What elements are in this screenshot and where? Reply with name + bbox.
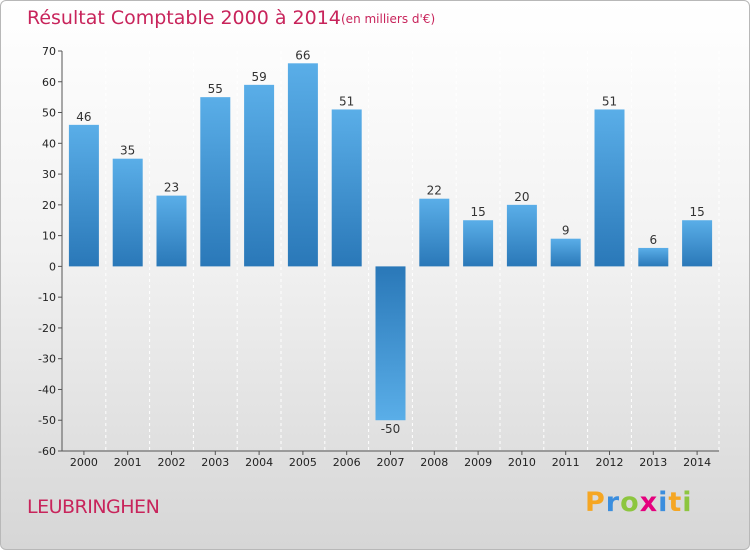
x-tick-label: 2008 xyxy=(420,456,448,469)
x-tick-label: 2002 xyxy=(158,456,186,469)
town-name: LEUBRINGHEN xyxy=(27,496,160,518)
bar-value-label: 51 xyxy=(339,94,354,108)
bar-value-label: 9 xyxy=(562,224,570,238)
y-tick-label: 0 xyxy=(49,260,56,273)
bar-value-label: 20 xyxy=(514,190,529,204)
bar-value-label: 59 xyxy=(251,70,266,84)
y-tick-label: 20 xyxy=(42,199,56,212)
logo-letter: P xyxy=(585,487,606,518)
y-tick-label: 10 xyxy=(42,230,56,243)
logo-letter: i xyxy=(682,487,693,518)
bar-value-label: 22 xyxy=(427,184,442,198)
logo-letter: r xyxy=(605,487,621,518)
bar xyxy=(506,204,537,267)
y-tick-label: 50 xyxy=(42,107,56,120)
logo-letter: o xyxy=(620,487,640,518)
x-tick-label: 2001 xyxy=(114,456,142,469)
x-tick-label: 2004 xyxy=(245,456,273,469)
x-tick-label: 2006 xyxy=(333,456,361,469)
bar-value-label: -50 xyxy=(381,422,401,436)
bar-value-label: 66 xyxy=(295,48,310,62)
y-tick-label: -40 xyxy=(38,383,56,396)
bar xyxy=(550,238,581,267)
bar-value-label: 23 xyxy=(164,181,179,195)
logo-letter: x xyxy=(639,487,659,518)
y-tick-label: 40 xyxy=(42,137,56,150)
x-tick-label: 2012 xyxy=(596,456,624,469)
x-tick-label: 2003 xyxy=(201,456,229,469)
bar xyxy=(287,63,318,267)
x-tick-label: 2000 xyxy=(70,456,98,469)
bar xyxy=(244,84,275,267)
logo-letter: i xyxy=(658,487,669,518)
logo-letter: t xyxy=(668,487,683,518)
y-tick-label: 70 xyxy=(42,45,56,58)
y-tick-label: -10 xyxy=(38,291,56,304)
y-tick-label: 30 xyxy=(42,168,56,181)
chart-title: Résultat Comptable 2000 à 2014 xyxy=(27,7,341,29)
bar-value-label: 35 xyxy=(120,144,135,158)
bar-value-label: 46 xyxy=(76,110,91,124)
bar xyxy=(682,220,713,267)
bar-value-label: 51 xyxy=(602,94,617,108)
x-tick-label: 2011 xyxy=(552,456,580,469)
x-tick-label: 2005 xyxy=(289,456,317,469)
bar xyxy=(112,158,143,267)
bar-value-label: 15 xyxy=(689,205,704,219)
bar-value-label: 6 xyxy=(649,233,657,247)
bar xyxy=(594,109,625,267)
bar xyxy=(68,124,99,267)
y-tick-label: -30 xyxy=(38,353,56,366)
bar xyxy=(200,97,231,267)
y-tick-label: -20 xyxy=(38,322,56,335)
y-tick-label: -50 xyxy=(38,414,56,427)
proxiti-logo[interactable]: Proxiti xyxy=(585,487,693,518)
bar xyxy=(463,220,494,267)
x-tick-label: 2007 xyxy=(377,456,405,469)
y-tick-label: -60 xyxy=(38,445,56,458)
chart-subtitle: (en milliers d'€) xyxy=(341,12,436,26)
x-tick-label: 2014 xyxy=(683,456,711,469)
bar xyxy=(638,247,669,267)
y-tick-label: 60 xyxy=(42,76,56,89)
bar-value-label: 15 xyxy=(470,205,485,219)
bar-value-label: 55 xyxy=(208,82,223,96)
bar xyxy=(331,109,362,267)
x-tick-label: 2010 xyxy=(508,456,536,469)
bar xyxy=(419,198,450,267)
x-tick-label: 2013 xyxy=(639,456,667,469)
bar xyxy=(375,266,406,421)
x-tick-label: 2009 xyxy=(464,456,492,469)
bar xyxy=(156,195,187,267)
